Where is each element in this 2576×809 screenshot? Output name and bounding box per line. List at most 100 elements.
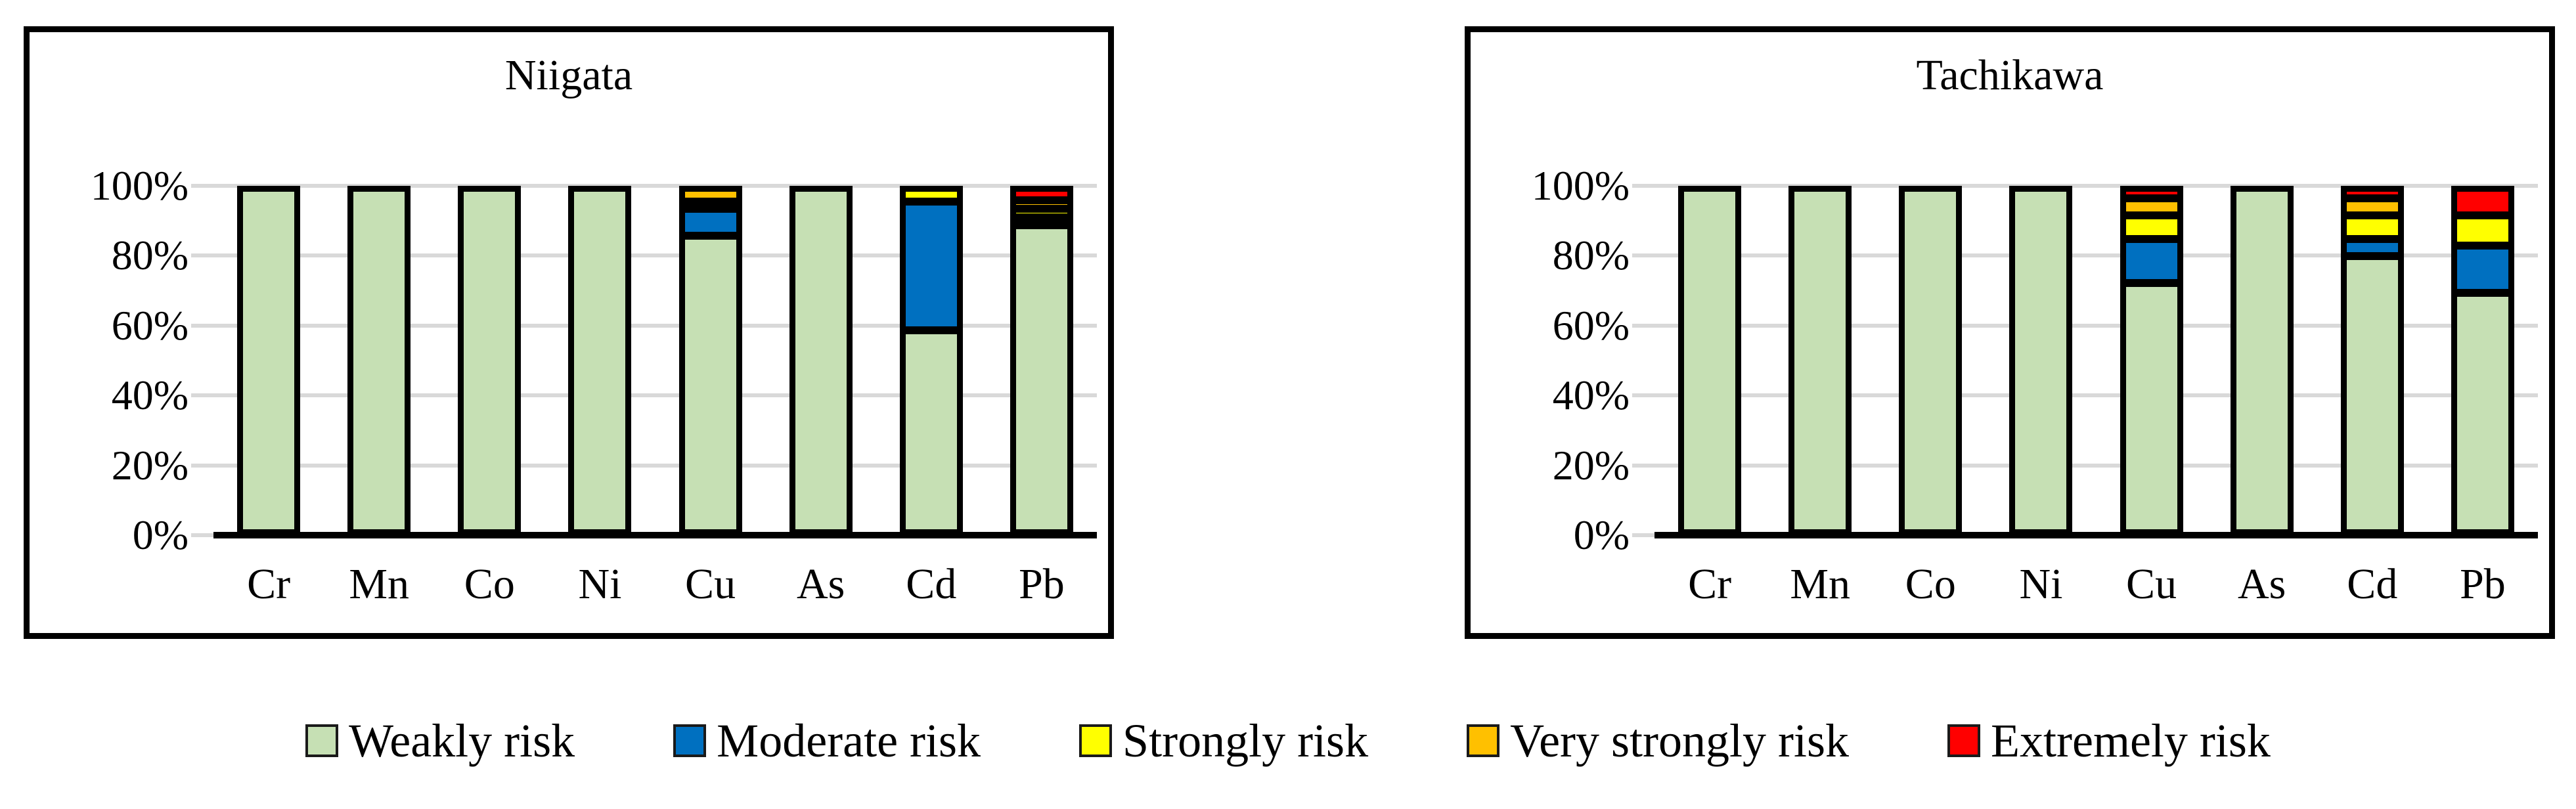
y-tick-label: 0% — [132, 512, 189, 558]
bar-pb — [1010, 186, 1073, 535]
segment-border — [1015, 196, 1067, 204]
legend-item-strongly: Strongly risk — [1079, 717, 1368, 764]
x-category-label: Co — [1905, 560, 1956, 608]
bar-co — [458, 186, 522, 535]
segment-border — [2346, 234, 2398, 243]
legend-item-moderate: Moderate risk — [673, 717, 981, 764]
bar-segment — [2015, 192, 2067, 529]
bar-segment — [905, 330, 957, 529]
bar-segment — [1905, 192, 1957, 529]
gridline — [1632, 184, 2538, 188]
y-tick-label: 100% — [90, 162, 189, 209]
segment-border — [2346, 194, 2398, 203]
y-tick-label: 0% — [1573, 512, 1630, 558]
x-category-label: Cd — [2347, 560, 2398, 608]
y-tick-label: 40% — [1552, 372, 1630, 419]
x-category-label: Ni — [2019, 560, 2063, 608]
strongly-risk-swatch-icon — [1079, 724, 1113, 757]
bar-cr — [237, 186, 301, 535]
y-tick-label: 60% — [1552, 301, 1630, 349]
bar-segment — [2346, 255, 2398, 529]
bar-cu — [678, 186, 742, 535]
bar-segment — [243, 192, 295, 529]
plot-area: 100% 80% 60% 40% 20% 0% Cr Mn Co Ni Cu As Cd Pb — [1532, 165, 2538, 606]
plot-area: 100% 80% 60% 40% 20% 0% Cr Mn Co Ni Cu As Cd Pb — [91, 165, 1097, 606]
very-strongly-risk-swatch-icon — [1467, 724, 1500, 757]
x-category-label: Pb — [2460, 560, 2506, 608]
gridline — [1632, 533, 1654, 537]
chart-title: Niigata — [504, 51, 633, 99]
bar-as — [2230, 186, 2294, 535]
y-tick-label: 60% — [111, 301, 189, 349]
gridline — [191, 463, 1097, 468]
gridline — [1632, 393, 2538, 398]
bar-mn — [347, 186, 411, 535]
segment-border — [2456, 211, 2508, 219]
chart-tachikawa: Tachikawa 100% 80% 60% 40% 20% 0% Cr Mn Co Ni Cu As… — [1465, 26, 2555, 639]
bar-cd — [2340, 186, 2404, 535]
segment-border — [1015, 204, 1067, 213]
bar-segment — [574, 192, 626, 529]
segment-border — [2456, 289, 2508, 297]
segment-border — [2125, 194, 2177, 203]
bar-segment — [2236, 192, 2288, 529]
x-category-label: Mn — [1790, 560, 1851, 608]
legend-item-very-strongly: Very strongly risk — [1467, 717, 1849, 764]
legend-item-extremely: Extremely risk — [1947, 717, 2271, 764]
bar-segment — [795, 192, 847, 529]
segment-border — [1015, 213, 1067, 221]
x-axis-line — [1654, 532, 2538, 538]
segment-border — [905, 198, 957, 206]
legend-label: Moderate risk — [717, 714, 981, 767]
bar-segment — [684, 208, 736, 236]
moderate-risk-swatch-icon — [673, 724, 707, 757]
bar-segment — [2456, 246, 2508, 294]
segment-border — [684, 204, 736, 213]
x-category-label: Pb — [1019, 560, 1065, 608]
gridline — [191, 533, 213, 537]
y-tick-label: 80% — [111, 232, 189, 279]
y-tick-label: 100% — [1531, 162, 1630, 209]
bar-segment — [1794, 192, 1846, 529]
legend: Weakly risk Moderate risk Strongly risk … — [0, 717, 2576, 764]
bar-cr — [1678, 186, 1742, 535]
y-tick-label: 20% — [1552, 441, 1630, 489]
segment-border — [2346, 211, 2398, 219]
x-category-label: Co — [464, 560, 515, 608]
bar-cu — [2120, 186, 2183, 535]
segment-border — [2456, 242, 2508, 250]
bar-segment — [464, 192, 516, 529]
bar-cd — [899, 186, 963, 535]
weakly-risk-swatch-icon — [305, 724, 339, 757]
gridline — [191, 184, 1097, 188]
bar-segment — [2456, 215, 2508, 246]
x-category-label: Cu — [685, 560, 736, 608]
y-tick-label: 20% — [111, 441, 189, 489]
segment-border — [2125, 234, 2177, 243]
x-category-label: Mn — [349, 560, 410, 608]
bar-segment — [1015, 225, 1067, 529]
bar-ni — [568, 186, 632, 535]
legend-label: Very strongly risk — [1510, 714, 1850, 767]
x-category-label: As — [797, 560, 845, 608]
gridline — [191, 323, 1097, 328]
segment-border — [684, 231, 736, 240]
segment-border — [2125, 211, 2177, 219]
extremely-risk-swatch-icon — [1947, 724, 1981, 757]
bar-segment — [2125, 282, 2177, 529]
bar-co — [1899, 186, 1963, 535]
bar-segment — [2125, 238, 2177, 283]
bar-as — [789, 186, 853, 535]
x-axis-line — [213, 532, 1097, 538]
gridline — [191, 253, 1097, 258]
gridline — [1632, 463, 2538, 468]
bar-ni — [2009, 186, 2073, 535]
segment-border — [905, 326, 957, 334]
y-tick-label: 40% — [111, 372, 189, 419]
bar-pb — [2451, 186, 2514, 535]
x-category-label: Cu — [2126, 560, 2177, 608]
bar-mn — [1788, 186, 1852, 535]
y-tick-label: 80% — [1552, 232, 1630, 279]
bar-segment — [353, 192, 405, 529]
bar-segment — [1684, 192, 1736, 529]
